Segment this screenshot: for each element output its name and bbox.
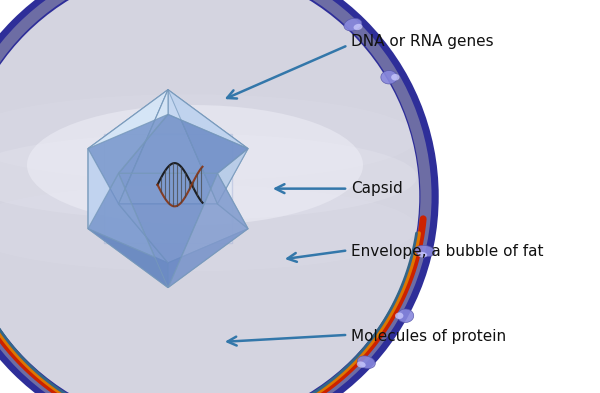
Ellipse shape bbox=[0, 0, 429, 393]
Ellipse shape bbox=[0, 0, 428, 393]
Ellipse shape bbox=[0, 0, 428, 393]
Ellipse shape bbox=[0, 0, 428, 393]
Ellipse shape bbox=[0, 0, 428, 393]
Ellipse shape bbox=[0, 0, 429, 393]
Ellipse shape bbox=[0, 0, 429, 393]
Ellipse shape bbox=[0, 0, 428, 393]
Ellipse shape bbox=[0, 0, 429, 393]
Ellipse shape bbox=[0, 0, 429, 393]
Polygon shape bbox=[217, 149, 248, 229]
Text: DNA or RNA genes: DNA or RNA genes bbox=[351, 34, 494, 49]
Polygon shape bbox=[418, 252, 427, 257]
Ellipse shape bbox=[0, 0, 428, 393]
Ellipse shape bbox=[0, 0, 429, 393]
Polygon shape bbox=[415, 245, 435, 257]
Polygon shape bbox=[119, 204, 248, 263]
Ellipse shape bbox=[0, 0, 429, 393]
Ellipse shape bbox=[0, 0, 428, 393]
Text: Capsid: Capsid bbox=[351, 181, 403, 196]
Ellipse shape bbox=[0, 0, 429, 393]
Polygon shape bbox=[344, 18, 362, 31]
Polygon shape bbox=[119, 173, 217, 288]
Ellipse shape bbox=[0, 0, 428, 393]
Polygon shape bbox=[357, 362, 365, 368]
Ellipse shape bbox=[0, 0, 429, 393]
Ellipse shape bbox=[0, 0, 429, 393]
Polygon shape bbox=[88, 114, 168, 229]
Ellipse shape bbox=[0, 0, 428, 393]
Ellipse shape bbox=[0, 0, 428, 393]
Polygon shape bbox=[395, 312, 403, 319]
Ellipse shape bbox=[0, 0, 429, 393]
Polygon shape bbox=[397, 309, 413, 323]
Ellipse shape bbox=[0, 0, 428, 393]
Ellipse shape bbox=[0, 0, 428, 393]
Ellipse shape bbox=[0, 0, 429, 393]
Ellipse shape bbox=[0, 0, 428, 393]
Polygon shape bbox=[88, 90, 168, 149]
Ellipse shape bbox=[0, 134, 417, 220]
Ellipse shape bbox=[0, 0, 428, 393]
Ellipse shape bbox=[0, 0, 428, 393]
Ellipse shape bbox=[0, 0, 428, 393]
Polygon shape bbox=[168, 90, 248, 149]
Ellipse shape bbox=[0, 0, 429, 393]
Polygon shape bbox=[88, 149, 168, 263]
Ellipse shape bbox=[0, 0, 428, 393]
Ellipse shape bbox=[0, 0, 428, 393]
Ellipse shape bbox=[0, 94, 417, 181]
Ellipse shape bbox=[0, 0, 428, 393]
Ellipse shape bbox=[0, 0, 428, 393]
Ellipse shape bbox=[0, 0, 428, 393]
Ellipse shape bbox=[27, 105, 363, 225]
Polygon shape bbox=[391, 74, 400, 81]
Ellipse shape bbox=[0, 0, 428, 393]
Ellipse shape bbox=[0, 0, 428, 393]
Ellipse shape bbox=[0, 0, 429, 393]
Ellipse shape bbox=[0, 0, 429, 393]
Polygon shape bbox=[88, 229, 168, 288]
Ellipse shape bbox=[0, 0, 429, 393]
Polygon shape bbox=[119, 114, 248, 173]
Ellipse shape bbox=[0, 0, 428, 393]
Ellipse shape bbox=[0, 0, 428, 393]
Polygon shape bbox=[88, 90, 168, 204]
Ellipse shape bbox=[0, 0, 428, 393]
Polygon shape bbox=[381, 70, 397, 84]
Ellipse shape bbox=[0, 0, 429, 393]
Polygon shape bbox=[168, 173, 248, 288]
Polygon shape bbox=[358, 356, 375, 369]
Polygon shape bbox=[168, 229, 248, 288]
Ellipse shape bbox=[0, 0, 428, 393]
Ellipse shape bbox=[0, 0, 428, 393]
Ellipse shape bbox=[0, 0, 429, 393]
Ellipse shape bbox=[0, 185, 417, 271]
Polygon shape bbox=[353, 24, 362, 30]
Ellipse shape bbox=[0, 0, 429, 393]
Ellipse shape bbox=[0, 0, 429, 393]
Text: Molecules of protein: Molecules of protein bbox=[351, 329, 506, 343]
Polygon shape bbox=[119, 90, 217, 204]
Ellipse shape bbox=[0, 0, 428, 393]
Ellipse shape bbox=[0, 0, 429, 393]
Ellipse shape bbox=[0, 0, 429, 393]
Bar bbox=[104, 134, 232, 243]
Ellipse shape bbox=[0, 0, 429, 393]
Ellipse shape bbox=[0, 0, 429, 393]
Ellipse shape bbox=[0, 0, 428, 393]
Ellipse shape bbox=[0, 0, 428, 393]
Ellipse shape bbox=[0, 0, 428, 393]
Ellipse shape bbox=[0, 0, 429, 393]
Ellipse shape bbox=[0, 0, 428, 393]
Polygon shape bbox=[88, 173, 168, 288]
Ellipse shape bbox=[0, 0, 429, 393]
Text: Envelope, a bubble of fat: Envelope, a bubble of fat bbox=[351, 244, 544, 259]
Polygon shape bbox=[168, 90, 248, 204]
Ellipse shape bbox=[0, 0, 428, 393]
Ellipse shape bbox=[0, 0, 429, 393]
